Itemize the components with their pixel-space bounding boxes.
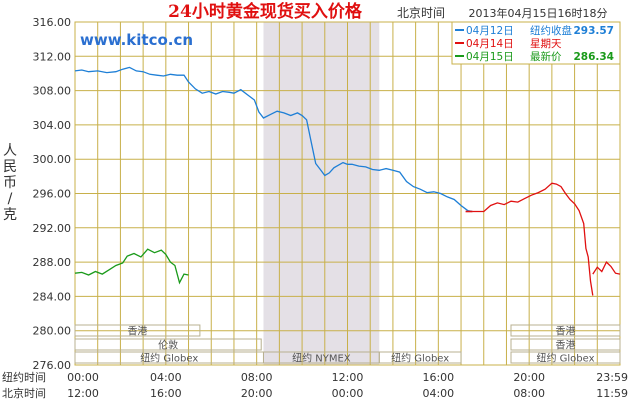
legend-value: 293.57	[573, 25, 614, 37]
legend-date: 04月14日	[466, 38, 514, 50]
session-bar-label: 伦敦	[158, 339, 178, 352]
series-line	[592, 261, 621, 275]
x-tick-label: 23:59	[596, 371, 628, 384]
x-tick-label: 20:00	[241, 387, 273, 400]
session-bar	[74, 338, 262, 351]
y-axis: 316.00 312.00 308.00 304.00 300.00 296.00 292.…	[33, 16, 72, 372]
y-tick-label: 316.00	[33, 16, 72, 29]
x-tick-label: 08:00	[513, 387, 545, 400]
x-tick-label: 00:00	[332, 387, 364, 400]
legend-label: 最新价	[530, 50, 562, 63]
y-tick-label: 304.00	[33, 119, 72, 132]
session-bar	[510, 338, 621, 351]
x-tick-label: 12:00	[332, 371, 364, 384]
y-axis-title-char: 人	[3, 143, 17, 159]
beijing-time-label: 北京时间	[397, 6, 445, 20]
series-line	[74, 248, 189, 285]
series-line	[472, 182, 594, 296]
legend-label: 纽约收盘	[530, 24, 572, 37]
watermark: www.kitco.cn	[80, 31, 193, 49]
x-tick-label: 00:00	[67, 371, 99, 384]
legend-box	[451, 21, 621, 65]
y-axis-title-char: 克	[3, 207, 17, 223]
series-line	[74, 66, 473, 213]
y-tick-label: 276.00	[33, 359, 72, 372]
legend: 04月12日 纽约收盘 293.57 04月14日 星期天 04月15日 最新价 286.34	[451, 21, 621, 65]
x-tick-label: 16:00	[150, 387, 182, 400]
x-axis-row-label: 北京时间	[2, 386, 46, 400]
y-axis-title-char: 币	[3, 175, 17, 191]
timestamp: 2013年04月15日16时18分	[469, 6, 608, 20]
y-tick-label: 292.00	[33, 222, 72, 235]
x-tick-label: 16:00	[422, 371, 454, 384]
x-tick-label: 11:59	[596, 387, 628, 400]
price-lines	[74, 66, 621, 296]
y-tick-label: 300.00	[33, 153, 72, 166]
y-axis-title: 人民币/克	[3, 143, 17, 223]
session-bar	[510, 351, 621, 364]
session-bar	[74, 324, 201, 337]
x-axis: 纽约时间 00:00 04:00 08:00 12:00 16:00 20:00 23:59 北…	[2, 370, 628, 400]
x-tick-label: 20:00	[513, 371, 545, 384]
session-bar	[378, 351, 462, 364]
session-bar-label: 香港	[556, 340, 576, 352]
x-tick-label: 04:00	[150, 371, 182, 384]
session-bar-label: 香港	[127, 326, 147, 338]
session-bar-label: 纽约 Globex	[536, 352, 594, 365]
session-bar-label: 香港	[556, 326, 576, 338]
x-tick-label: 04:00	[422, 387, 454, 400]
y-tick-label: 308.00	[33, 85, 72, 98]
y-tick-label: 296.00	[33, 188, 72, 201]
y-tick-label: 312.00	[33, 50, 72, 63]
legend-value: 286.34	[573, 51, 614, 63]
x-tick-label: 12:00	[67, 387, 99, 400]
y-tick-label: 284.00	[33, 290, 72, 303]
legend-label: 星期天	[530, 38, 562, 50]
session-bar-label: 纽约 Globex	[391, 352, 449, 365]
y-axis-title-char: /	[8, 191, 13, 207]
session-bar-label: 纽约 Globex	[140, 352, 198, 365]
y-tick-label: 288.00	[33, 256, 72, 269]
x-axis-row-label: 纽约时间	[2, 370, 46, 384]
session-bar-label: 纽约 NYMEX	[292, 352, 351, 365]
grid	[74, 21, 621, 366]
legend-date: 04月12日	[466, 25, 514, 37]
y-axis-title-char: 民	[3, 159, 17, 175]
session-bar	[510, 324, 621, 337]
y-tick-label: 280.00	[33, 325, 72, 338]
x-tick-label: 08:00	[241, 371, 273, 384]
legend-date: 04月15日	[466, 51, 514, 63]
chart-title: 24小时黄金现货买入价格	[168, 1, 363, 22]
